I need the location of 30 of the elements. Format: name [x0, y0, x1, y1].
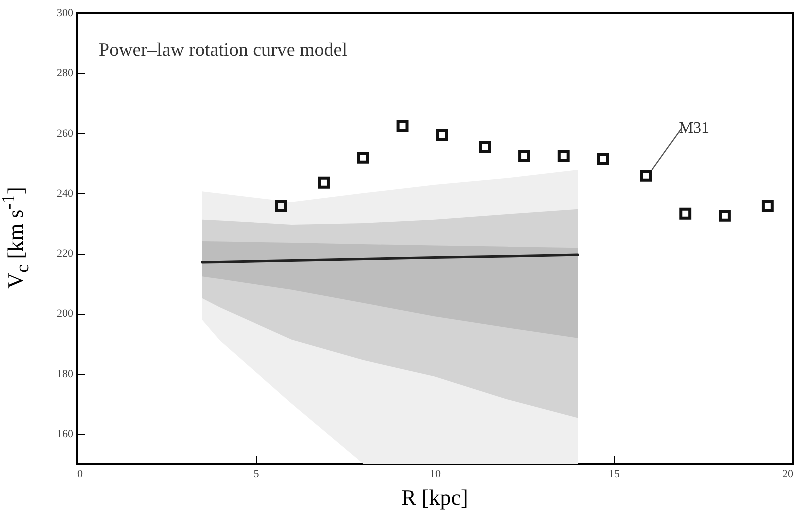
x-tick-label: 0 [78, 468, 84, 480]
y-tick-label: 260 [57, 128, 74, 140]
annotation: M31 [679, 120, 710, 137]
point [357, 152, 370, 164]
y-tick-label: 280 [57, 68, 74, 80]
x-tick-label: 10 [430, 468, 442, 480]
point [558, 150, 570, 162]
point [318, 176, 330, 189]
x-tick-label: 5 [254, 468, 260, 480]
point [680, 208, 692, 220]
point [479, 141, 492, 154]
x-axis-title: R [kpc] [402, 485, 468, 511]
point [640, 170, 652, 182]
point [518, 150, 530, 162]
x-tick-label: 20 [782, 468, 794, 480]
y-tick-label: 220 [57, 248, 74, 260]
point [762, 200, 774, 212]
y-tick-label: 180 [57, 368, 74, 380]
y-tick-label: 300 [57, 8, 74, 20]
y-tick-label: 200 [57, 308, 74, 320]
y-tick-label: 160 [57, 428, 74, 440]
line-series [201, 254, 580, 264]
x-tick-label: 15 [609, 468, 620, 480]
point [436, 129, 448, 142]
point [719, 210, 731, 222]
point [275, 200, 288, 212]
point [597, 153, 610, 166]
text: Power–law rotation curve model [99, 40, 348, 61]
y-tick-label: 240 [57, 188, 74, 200]
point [396, 120, 409, 132]
